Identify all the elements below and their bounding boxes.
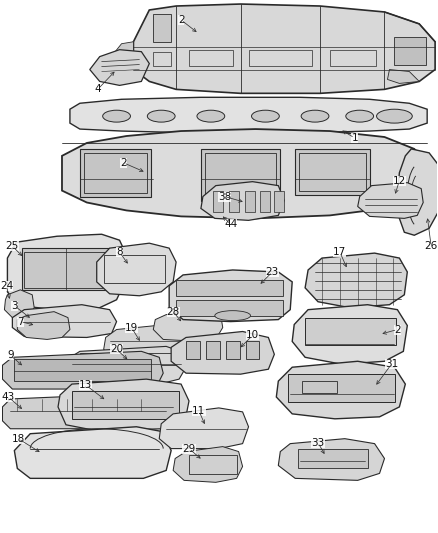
Polygon shape [3, 393, 173, 429]
Polygon shape [292, 305, 407, 364]
Bar [246, 342, 259, 359]
Polygon shape [113, 42, 134, 66]
Bar [176, 280, 283, 296]
Text: 28: 28 [166, 306, 180, 317]
Text: 19: 19 [125, 322, 138, 333]
Text: 31: 31 [385, 359, 398, 369]
Bar [248, 50, 312, 66]
Bar [104, 255, 165, 283]
Bar [176, 300, 283, 316]
Polygon shape [7, 234, 127, 310]
Polygon shape [173, 447, 243, 482]
Ellipse shape [251, 110, 279, 122]
Polygon shape [14, 427, 171, 478]
Polygon shape [159, 408, 248, 449]
Polygon shape [18, 312, 70, 340]
Polygon shape [58, 379, 189, 431]
Text: 4: 4 [95, 84, 101, 94]
Bar [201, 149, 280, 200]
Text: 11: 11 [192, 406, 205, 416]
Ellipse shape [197, 110, 225, 122]
Text: 23: 23 [266, 267, 279, 277]
Text: 9: 9 [7, 350, 14, 360]
Bar [213, 191, 223, 213]
Polygon shape [305, 253, 407, 308]
Bar [189, 50, 233, 66]
Bar [305, 318, 396, 345]
Bar [205, 153, 276, 197]
Bar [14, 359, 151, 381]
Polygon shape [153, 310, 223, 342]
Bar [22, 248, 110, 290]
Bar [274, 191, 284, 213]
Bar [244, 191, 254, 213]
Bar [295, 149, 370, 195]
Bar [288, 374, 396, 402]
Bar [395, 37, 426, 64]
Bar [206, 342, 220, 359]
Text: 2: 2 [178, 15, 184, 25]
Ellipse shape [147, 110, 175, 122]
Bar [189, 455, 237, 474]
Text: 24: 24 [0, 281, 13, 291]
Text: 2: 2 [394, 325, 401, 335]
Polygon shape [62, 129, 427, 219]
Text: 13: 13 [79, 380, 92, 390]
Ellipse shape [346, 110, 374, 122]
Polygon shape [70, 98, 427, 133]
Polygon shape [171, 332, 274, 374]
Polygon shape [397, 149, 438, 235]
Text: 29: 29 [182, 443, 196, 454]
Ellipse shape [301, 110, 329, 122]
Text: 7: 7 [17, 317, 24, 327]
Bar [226, 342, 240, 359]
Text: 43: 43 [2, 392, 15, 402]
Text: 8: 8 [116, 247, 123, 257]
Bar [84, 153, 147, 192]
Bar [186, 342, 200, 359]
Polygon shape [3, 351, 163, 389]
Bar [298, 449, 367, 469]
Text: 25: 25 [6, 241, 19, 251]
Bar [80, 353, 175, 365]
Polygon shape [276, 361, 405, 419]
Bar [153, 14, 171, 42]
Text: 20: 20 [110, 344, 123, 354]
Ellipse shape [102, 110, 131, 122]
Bar [299, 153, 366, 191]
Text: 26: 26 [424, 241, 438, 251]
Polygon shape [134, 4, 435, 93]
Text: 38: 38 [218, 191, 231, 201]
Text: 10: 10 [246, 330, 259, 341]
Text: 3: 3 [11, 301, 18, 311]
Polygon shape [97, 243, 176, 296]
Text: 18: 18 [12, 434, 25, 443]
Polygon shape [64, 346, 186, 384]
Text: 2: 2 [120, 158, 127, 168]
Polygon shape [12, 305, 117, 337]
Polygon shape [104, 325, 183, 361]
Polygon shape [4, 290, 34, 318]
Bar [72, 391, 179, 419]
Bar [24, 252, 108, 288]
Ellipse shape [215, 311, 251, 320]
Polygon shape [358, 183, 423, 219]
Polygon shape [278, 439, 385, 480]
Polygon shape [169, 270, 292, 321]
Bar [80, 149, 151, 197]
Ellipse shape [377, 109, 412, 123]
Text: 1: 1 [351, 133, 358, 143]
Text: 44: 44 [224, 219, 237, 229]
Bar [153, 52, 171, 66]
Text: 33: 33 [311, 438, 325, 448]
Bar [302, 381, 337, 393]
Polygon shape [388, 69, 419, 84]
Bar [330, 50, 375, 66]
Polygon shape [201, 182, 284, 220]
Text: 12: 12 [393, 176, 406, 185]
Bar [229, 191, 239, 213]
Polygon shape [90, 50, 149, 85]
Bar [261, 191, 270, 213]
Text: 17: 17 [333, 247, 346, 257]
